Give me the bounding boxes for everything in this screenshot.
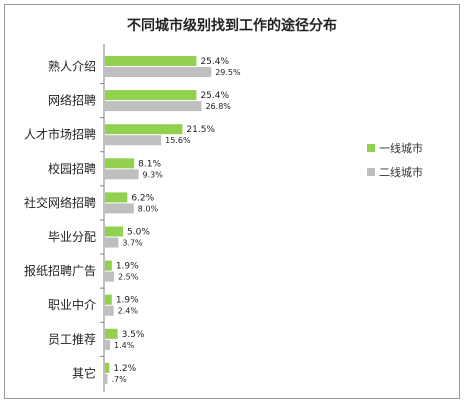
category-label: 网络招聘 [48,93,96,108]
data-label: 1.2% [113,364,136,374]
bar-series-1 [105,90,197,101]
bar-series-1 [105,328,118,339]
bar-series-1 [105,158,135,169]
data-label: 5.0% [127,228,150,238]
data-label: 25.4% [200,57,229,67]
data-label: 8.0% [138,204,159,213]
data-label: 3.5% [122,330,145,340]
bar-series-2 [105,67,212,77]
data-label: 2.5% [118,273,139,282]
data-label: 29.5% [215,68,241,77]
bar-series-2 [105,135,162,146]
bar-series-2 [105,271,114,282]
category-label: 熟人介绍 [48,59,96,74]
data-label: 2.4% [118,307,139,316]
category-label: 报纸招聘广告 [24,263,96,278]
bar-series-2 [105,305,114,316]
category-label: 社交网络招聘 [24,195,96,210]
category-label: 员工推荐 [48,332,96,346]
bar-series-2 [105,339,111,350]
chart-frame [4,4,460,399]
data-label: 1.9% [116,262,139,272]
data-label: 1.4% [114,341,135,350]
category-label: 人才市场招聘 [24,127,96,142]
chart-title: 不同城市级别找到工作的途径分布 [127,17,337,34]
legend-label: 二线城市 [379,165,423,179]
bar-series-1 [105,294,112,305]
data-label: 8.1% [138,159,161,169]
data-label: 6.2% [131,193,154,203]
bar-series-1 [105,362,110,373]
legend-swatch [367,168,375,176]
bar-series-1 [105,124,183,135]
bars-layer: 熟人介绍 25.4%29.5%网络招聘 25.4%26.8%人才市场招聘 21.5%1… [24,56,241,384]
legend-label: 一线城市 [379,141,423,155]
data-label: .7% [112,375,128,384]
data-label: 25.4% [200,91,229,101]
data-label: 1.9% [116,296,139,306]
bar-series-2 [105,373,108,384]
bar-series-2 [105,101,202,112]
bar-series-2 [105,169,139,180]
category-label: 毕业分配 [48,230,96,244]
data-label: 9.3% [142,170,163,179]
legend-swatch [367,144,375,152]
category-label: 其它 [72,365,96,380]
bar-series-1 [105,56,197,66]
bar-series-1 [105,260,112,271]
data-label: 3.7% [122,239,143,248]
category-label: 校园招聘 [48,161,96,176]
bar-series-2 [105,203,134,214]
category-label: 职业中介 [48,297,96,312]
bar-series-1 [105,192,128,203]
bar-series-1 [105,226,123,237]
data-label: 26.8% [205,102,231,111]
data-label: 21.5% [186,125,215,135]
bar-series-2 [105,237,119,248]
data-label: 15.6% [165,136,191,145]
